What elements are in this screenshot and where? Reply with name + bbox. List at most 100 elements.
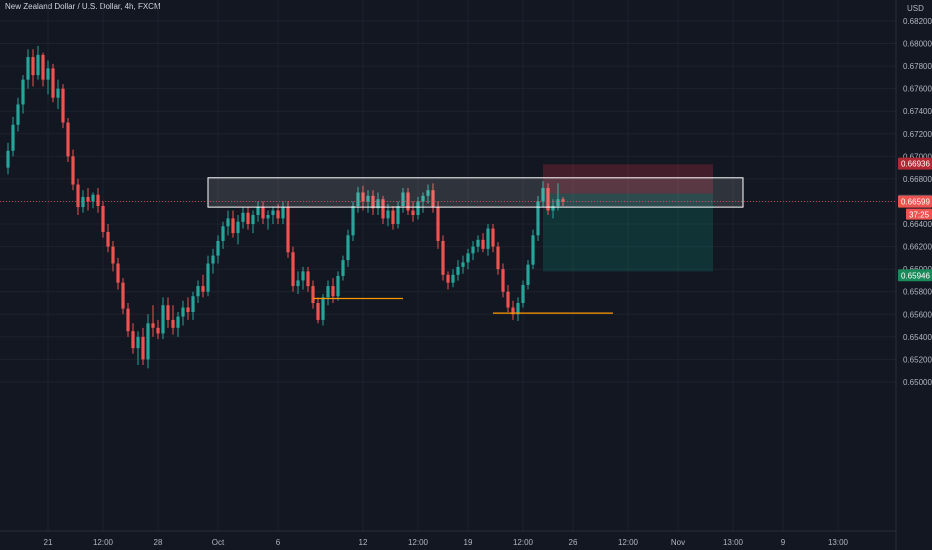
resistance-zone-rectangle: [207, 177, 744, 208]
candle-body: [156, 327, 160, 334]
candle-body: [111, 246, 115, 264]
candle-body: [381, 199, 385, 219]
candle-body: [521, 284, 525, 303]
countdown-tag: [906, 208, 932, 220]
candle-body: [91, 194, 95, 202]
candle-body: [51, 68, 55, 98]
candle-body: [361, 192, 365, 202]
price-tick-label: 0.67400: [903, 107, 932, 116]
price-axis[interactable]: USD 0.68200 0.68000 0.67800 0.67600 0.67400 0…: [895, 0, 932, 550]
candle-body: [31, 57, 35, 76]
candle-body: [216, 240, 220, 256]
candle-body: [226, 218, 230, 227]
candle-body: [356, 192, 360, 206]
chart-title: New Zealand Dollar / U.S. Dollar, 4h, FX…: [5, 2, 161, 11]
price-tag-label: 0.65946: [901, 271, 930, 280]
price-tag: [898, 269, 932, 282]
candle-body: [496, 246, 500, 270]
candle-body: [466, 253, 470, 263]
candle-body: [236, 221, 240, 234]
candle-body: [316, 303, 320, 320]
price-tick-label: 0.65600: [903, 310, 932, 319]
candle-body: [491, 228, 495, 247]
candle-body: [26, 57, 30, 80]
candle-body: [241, 212, 245, 222]
candle-body: [106, 231, 110, 247]
candle-body: [176, 316, 180, 328]
time-tick-label: 21: [44, 538, 53, 547]
candle-body: [541, 187, 545, 202]
time-tick-label: 9: [781, 538, 786, 547]
candle-body: [376, 199, 380, 209]
drawings[interactable]: [0, 177, 896, 314]
price-tag-label: 0.66599: [901, 198, 930, 207]
candle-body: [6, 150, 10, 168]
price-tick-label: 0.65800: [903, 288, 932, 297]
candle-body: [431, 190, 435, 208]
candle-body: [321, 297, 325, 320]
candle-body: [186, 307, 190, 313]
candle-body: [16, 104, 20, 125]
candle-body: [61, 88, 65, 123]
candle-body: [301, 271, 305, 281]
price-tick-label: 0.67000: [903, 152, 932, 161]
candle-body: [66, 122, 70, 157]
candle-body: [121, 282, 125, 309]
price-tick-label: 0.65000: [903, 378, 932, 387]
candle-body: [486, 228, 490, 249]
candle-body: [371, 195, 375, 209]
candle-body: [401, 192, 405, 206]
candle-body: [266, 215, 270, 219]
candle-body: [21, 79, 25, 105]
candle-body: [196, 286, 200, 297]
candle-body: [161, 305, 165, 334]
candle-body: [46, 68, 50, 80]
time-tick-label: 12:00: [513, 538, 534, 547]
price-tick-label: 0.66400: [903, 220, 932, 229]
candle-body: [181, 307, 185, 317]
candle-body: [231, 218, 235, 234]
time-tick-label: 28: [154, 538, 163, 547]
candle-body: [311, 286, 315, 303]
candle-body: [366, 195, 370, 202]
short-position-tool[interactable]: [543, 164, 713, 272]
time-tick-label: Nov: [671, 538, 685, 547]
candle-body: [441, 240, 445, 275]
candle-body: [456, 266, 460, 275]
time-tick-label: 13:00: [723, 538, 744, 547]
candle-body: [331, 286, 335, 297]
candle-body: [291, 252, 295, 287]
price-tick-label: 0.65200: [903, 355, 932, 364]
candle-body: [341, 260, 345, 276]
candle-body: [346, 235, 350, 261]
time-axis[interactable]: 21 12:00 28 Oct 6 12 12:00 19 12:00 26 12:00 Nov 13:…: [0, 530, 896, 547]
time-tick-label: 13:00: [828, 538, 849, 547]
candle-body: [396, 205, 400, 225]
candle-body: [506, 291, 510, 308]
price-tag: [898, 195, 932, 208]
candle-body: [191, 296, 195, 313]
candle-body: [526, 264, 530, 285]
candle-body: [276, 210, 280, 219]
candle-body: [101, 205, 105, 232]
candle-body: [531, 235, 535, 265]
candle-body: [556, 199, 560, 206]
candle-body: [116, 263, 120, 283]
candle-body: [391, 210, 395, 225]
time-tick-label: 12:00: [93, 538, 114, 547]
candle-body: [146, 323, 150, 360]
time-tick-label: Oct: [212, 538, 225, 547]
candles: [6, 45, 565, 369]
countdown-label: 37:25: [909, 211, 930, 220]
candle-body: [41, 54, 45, 80]
candle-body: [166, 305, 170, 320]
time-tick-label: 19: [464, 538, 473, 547]
candle-body: [551, 205, 555, 211]
candle-body: [436, 207, 440, 241]
currency-label: USD: [907, 4, 924, 13]
candle-body: [511, 307, 515, 315]
price-tick-label: 0.67200: [903, 130, 932, 139]
time-tick-label: 12: [359, 538, 368, 547]
time-tick-label: 12:00: [618, 538, 639, 547]
